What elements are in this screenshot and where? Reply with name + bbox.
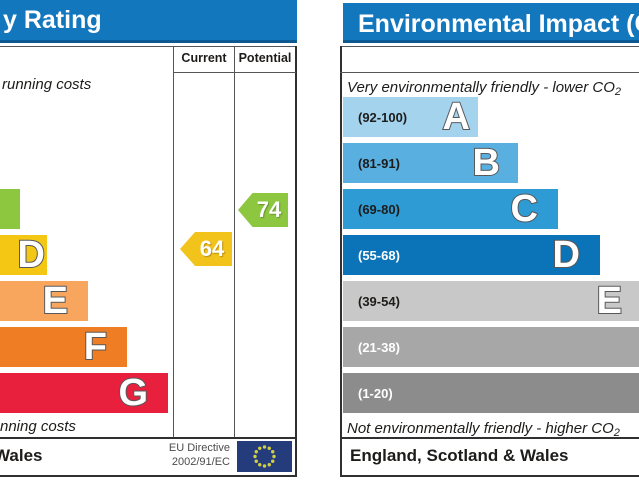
energy-band-d: D (0, 235, 47, 275)
band-letter-c: C (510, 189, 539, 229)
region-label: England, Scotland & Wales (350, 446, 569, 465)
environmental-impact-header: Environmental Impact (CO (343, 3, 639, 43)
band-letter-a: A (442, 97, 471, 137)
energy-rating-header: y Rating (0, 0, 297, 43)
energy-band-e: E (0, 281, 88, 321)
impact-band-c: (69-80) C (343, 189, 558, 229)
band-letter-e: E (596, 281, 623, 321)
current-rating-arrow: 64 (180, 232, 232, 266)
band-letter-e: E (42, 281, 69, 321)
band-range-b: (81-91) (358, 155, 400, 171)
footer-divider (340, 437, 639, 439)
energy-rating-title: y Rating (3, 6, 102, 34)
region-label: Wales (0, 446, 43, 465)
co2-subscript: 2 (613, 427, 620, 439)
energy-band-g: G (0, 373, 168, 413)
eu-flag-icon (237, 441, 292, 472)
column-header-underline (340, 72, 639, 73)
band-range-f: (21-38) (358, 339, 400, 355)
potential-rating-arrow: 74 (238, 193, 288, 227)
table-right-border (295, 46, 297, 477)
not-friendly-caption-text: Not environmentally friendly - higher CO (347, 420, 614, 437)
impact-band-b: (81-91) B (343, 143, 518, 183)
efficient-caption: running costs (2, 76, 92, 93)
band-letter-g: G (117, 373, 149, 413)
eu-directive-line2: 2002/91/EC (171, 455, 230, 468)
impact-band-d: (55-68) D (343, 235, 600, 275)
band-letter-b: B (472, 143, 501, 183)
energy-band-f: F (0, 327, 127, 367)
energy-rating-chart: y Rating Current Potential running costs… (0, 0, 297, 480)
table-bottom-border (0, 475, 297, 477)
impact-band-e: (39-54) E (343, 281, 639, 321)
table-left-border (340, 46, 342, 477)
band-range-c: (69-80) (358, 201, 400, 217)
impact-band-f: (21-38) F (343, 327, 639, 367)
not-efficient-caption: nning costs (0, 418, 76, 435)
environmental-impact-chart: Environmental Impact (CO Very environmen… (340, 0, 639, 480)
potential-rating-value: 74 (256, 197, 282, 222)
table-bottom-border (340, 475, 639, 477)
band-range-a: (92-100) (358, 109, 408, 125)
friendly-caption-text: Very environmentally friendly - lower CO (347, 79, 615, 96)
impact-band-g: (1-20) G (343, 373, 639, 413)
friendly-caption: Very environmentally friendly - lower CO… (347, 79, 621, 98)
current-rating-value: 64 (199, 236, 225, 261)
impact-band-a: (92-100) A (343, 97, 478, 137)
band-range-e: (39-54) (358, 293, 400, 309)
band-range-d: (55-68) (358, 247, 400, 263)
table-top-border (340, 46, 639, 47)
band-letter-d: D (552, 235, 581, 275)
band-letter-f: F (83, 327, 108, 367)
co2-subscript: 2 (614, 86, 621, 98)
current-column-header: Current (181, 51, 227, 65)
potential-column-divider (234, 46, 235, 437)
potential-column-header: Potential (238, 51, 292, 65)
not-friendly-caption: Not environmentally friendly - higher CO… (347, 420, 620, 439)
table-top-border (0, 46, 297, 47)
energy-band-c: C (0, 189, 20, 229)
environmental-impact-title: Environmental Impact (CO (358, 10, 639, 38)
band-letter-d: D (17, 235, 46, 275)
current-column-divider (173, 46, 174, 437)
eu-directive-line1: EU Directive (168, 442, 230, 454)
column-header-underline (173, 72, 296, 73)
eu-directive-label: EU Directive 2002/91/EC (150, 442, 230, 469)
band-range-g: (1-20) (358, 385, 393, 401)
footer-divider (0, 437, 297, 439)
